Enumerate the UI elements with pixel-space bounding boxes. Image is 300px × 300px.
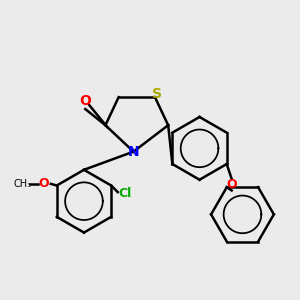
Text: Cl: Cl bbox=[118, 187, 132, 200]
Text: CH₃: CH₃ bbox=[14, 179, 32, 189]
Text: O: O bbox=[38, 177, 49, 190]
Text: S: S bbox=[152, 87, 162, 101]
Text: O: O bbox=[80, 94, 92, 108]
Text: O: O bbox=[226, 178, 237, 191]
Text: N: N bbox=[128, 145, 139, 159]
